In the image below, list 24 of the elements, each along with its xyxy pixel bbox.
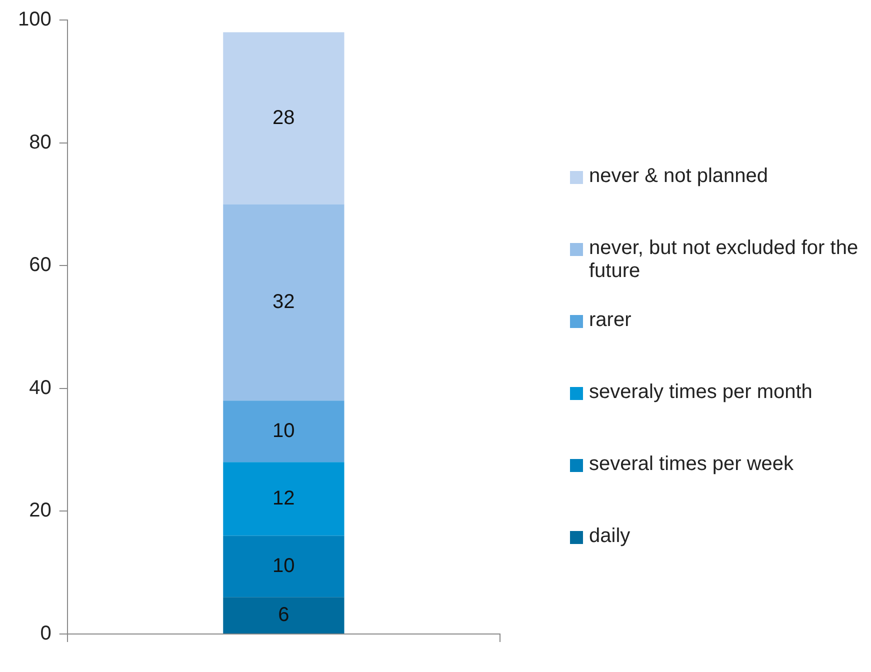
bar — [223, 536, 344, 598]
y-tick-label: 80 — [29, 131, 52, 154]
data-label: 6 — [278, 604, 290, 626]
bar — [223, 462, 344, 536]
bar — [223, 597, 344, 634]
legend-label: severaly times per month — [589, 381, 812, 404]
legend-label: rarer — [589, 309, 632, 332]
bar — [223, 400, 344, 462]
data-label: 28 — [272, 106, 295, 129]
legend-label: several times per week — [589, 453, 794, 476]
y-tick-label: 40 — [29, 376, 52, 399]
data-label: 32 — [272, 290, 295, 313]
legend-label: never, but not excluded for the future — [589, 237, 860, 283]
bar — [223, 204, 344, 401]
data-label: 10 — [272, 554, 295, 577]
y-tick-label: 100 — [18, 8, 52, 31]
legend-label: daily — [589, 525, 630, 548]
data-label: 10 — [272, 420, 295, 442]
bar — [223, 32, 344, 204]
y-tick-label: 0 — [40, 622, 52, 645]
data-label: 12 — [272, 487, 295, 510]
legend-label: never & not planned — [589, 165, 768, 188]
y-tick-label: 20 — [29, 500, 52, 522]
y-tick-label: 60 — [29, 254, 52, 276]
